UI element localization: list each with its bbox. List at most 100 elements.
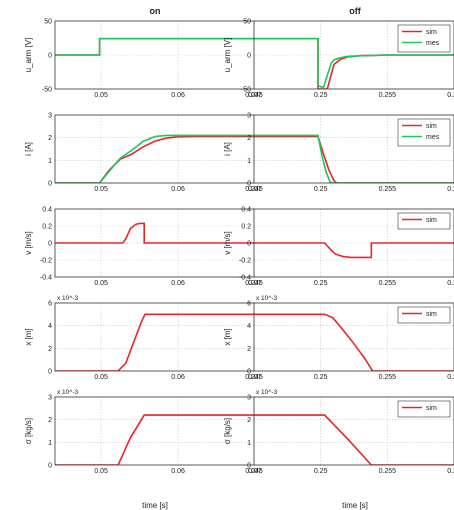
y-tick-label: 1 — [48, 158, 52, 165]
subplot-1: -50 0 50 0.245 0.25 0.255 0.26 u_arm [V] sim mes — [223, 19, 454, 99]
y-exponent-label: x 10^-3 — [57, 295, 79, 302]
y-tick-label: 0 — [247, 181, 251, 188]
x-tick-label: 0.25 — [314, 468, 328, 475]
x-tick-label: 0.07 — [248, 280, 262, 287]
subplot-8: 0 1 2 3 0.05 0.06 0.07 σ [kg/s] x 10^-3 — [24, 389, 262, 475]
y-tick-label: 0 — [247, 369, 251, 376]
legend-box — [397, 118, 451, 147]
y-tick-label: 2 — [48, 417, 52, 424]
x-tick-label: 0.05 — [94, 186, 108, 193]
y-exponent-label: x 10^-3 — [256, 295, 278, 302]
y-tick-label: 4 — [48, 323, 52, 330]
y-tick-label: -0.4 — [40, 275, 52, 282]
x-tick-label: 0.255 — [379, 280, 397, 287]
y-tick-label: 1 — [247, 440, 251, 447]
legend-label-sim: sim — [426, 29, 437, 36]
legend-label-sim: sim — [426, 405, 437, 412]
series-line-mes — [254, 37, 454, 89]
legend-box — [397, 306, 451, 324]
y-tick-label: 3 — [48, 395, 52, 402]
plot-frame — [253, 20, 454, 90]
x-tick-label: 0.05 — [94, 374, 108, 381]
x-axis-label-right: time [s] — [342, 501, 368, 510]
x-tick-label: 0.25 — [314, 280, 328, 287]
y-tick-label: 2 — [48, 346, 52, 353]
x-tick-label: 0.26 — [447, 280, 454, 287]
legend: sim mes — [397, 24, 451, 53]
y-tick-label: 2 — [247, 417, 251, 424]
y-tick-label: 0 — [247, 241, 251, 248]
y-axis-label: x [m] — [223, 328, 232, 345]
y-tick-label: 1 — [247, 158, 251, 165]
y-exponent-label: x 10^-3 — [256, 389, 278, 396]
column-title-on: on — [150, 6, 161, 16]
y-axis-label: i [A] — [24, 142, 33, 156]
y-tick-label: 3 — [247, 113, 251, 120]
y-tick-label: 0 — [247, 53, 251, 60]
x-tick-label: 0.245 — [245, 374, 263, 381]
x-tick-label: 0.06 — [171, 280, 185, 287]
subplot-6: 0 2 4 6 0.05 0.06 0.07 x [m] x 10^-3 — [24, 295, 262, 381]
x-tick-label: 0.06 — [171, 186, 185, 193]
x-tick-label: 0.06 — [171, 92, 185, 99]
x-tick-label: 0.25 — [314, 186, 328, 193]
series-line-trace0 — [55, 313, 255, 371]
x-tick-label: 0.07 — [248, 374, 262, 381]
y-tick-label: 2 — [48, 135, 52, 142]
legend-label-sim: sim — [426, 311, 437, 318]
y-tick-label: 6 — [247, 301, 251, 308]
y-tick-label: -0.2 — [239, 258, 251, 265]
legend: sim — [397, 400, 451, 418]
y-tick-label: -50 — [42, 87, 52, 94]
x-tick-label: 0.25 — [314, 92, 328, 99]
y-tick-label: -50 — [241, 87, 251, 94]
y-tick-label: -0.4 — [239, 275, 251, 282]
x-tick-label: 0.25 — [314, 374, 328, 381]
series-line-sim — [254, 414, 454, 465]
y-tick-label: 0 — [48, 463, 52, 470]
x-tick-label: 0.255 — [379, 374, 397, 381]
x-tick-label: 0.05 — [94, 280, 108, 287]
legend: sim — [397, 212, 451, 230]
series-line-sim — [254, 242, 454, 259]
legend-box — [397, 400, 451, 418]
plot-area — [55, 397, 255, 465]
legend-label-mes: mes — [426, 134, 440, 141]
x-tick-label: 0.26 — [447, 374, 454, 381]
x-tick-label: 0.07 — [248, 92, 262, 99]
x-tick-label: 0.05 — [94, 468, 108, 475]
legend-label-sim: sim — [426, 123, 437, 130]
y-axis-label: i [A] — [223, 142, 232, 156]
x-tick-label: 0.26 — [447, 468, 454, 475]
legend-label-sim: sim — [426, 217, 437, 224]
x-tick-label: 0.245 — [245, 186, 263, 193]
x-tick-label: 0.07 — [248, 186, 262, 193]
subplot-9: 0 1 2 3 0.245 0.25 0.255 0.26 σ [kg/s] x 10^-3 sim — [223, 389, 454, 475]
y-tick-label: 0.2 — [241, 224, 251, 231]
subplot-5: -0.4 -0.2 0 0.2 0.4 0.245 0.25 0.255 0.26 v [m/s]… — [223, 207, 454, 287]
y-tick-label: 50 — [243, 19, 251, 26]
series-line-sim — [254, 313, 454, 371]
legend-box — [397, 212, 451, 230]
y-axis-label: u_arm [V] — [24, 38, 33, 73]
subplot-4: -0.4 -0.2 0 0.2 0.4 0.05 0.06 0.07 v [m/s] — [24, 207, 262, 288]
subplot-2: 0 1 2 3 0.05 0.06 0.07 i [A] — [24, 113, 262, 194]
y-axis-label: σ [kg/s] — [223, 418, 232, 444]
y-axis-label: v [m/s] — [223, 231, 232, 255]
x-tick-label: 0.255 — [379, 92, 397, 99]
plot-area — [55, 115, 255, 183]
y-tick-label: 4 — [247, 323, 251, 330]
x-tick-label: 0.255 — [379, 186, 397, 193]
y-tick-label: 1 — [48, 440, 52, 447]
x-tick-label: 0.255 — [379, 468, 397, 475]
series-line-mes — [254, 134, 454, 183]
y-tick-label: 0.2 — [42, 224, 52, 231]
x-tick-label: 0.245 — [245, 280, 263, 287]
plot-frame — [253, 396, 454, 466]
y-tick-label: 0.4 — [241, 207, 251, 214]
legend-box — [397, 24, 451, 53]
subplot-7: 0 2 4 6 0.245 0.25 0.255 0.26 x [m] x 10^-3 sim — [223, 295, 454, 381]
y-tick-label: 3 — [48, 113, 52, 120]
series-line-trace0 — [55, 414, 255, 465]
